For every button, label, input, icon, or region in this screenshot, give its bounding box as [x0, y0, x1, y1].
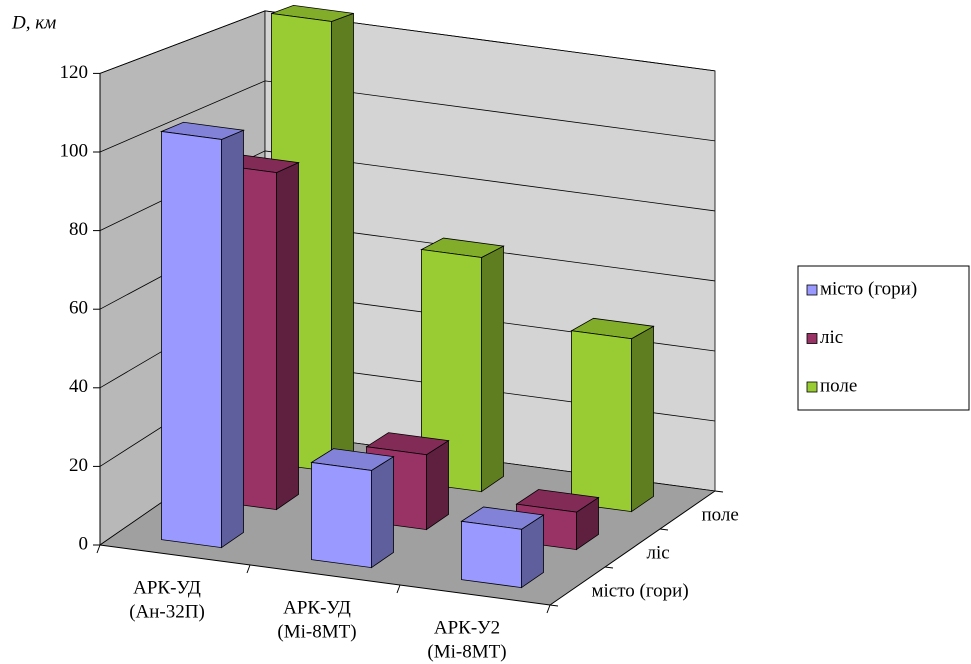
bar-front: [421, 249, 482, 493]
x-tick-label: (Ан-32П): [129, 601, 205, 622]
x-axis: [99, 544, 551, 606]
y-tick-label: 20: [69, 455, 88, 476]
x-tick-label: (Мі-8МТ): [427, 641, 506, 662]
bar: [570, 317, 655, 513]
bar-front: [161, 130, 222, 549]
bar-front: [311, 461, 372, 569]
x-tick-label: АРК-УД: [283, 597, 351, 618]
depth-tick: [714, 490, 724, 493]
depth-label: місто (гори): [592, 580, 689, 601]
grid-line: [99, 80, 716, 153]
bar: [271, 5, 354, 473]
depth-axis: [549, 490, 716, 606]
grid-line: [99, 150, 716, 231]
legend-label: ліс: [820, 327, 843, 348]
y-axis-label: D, км: [11, 12, 56, 33]
legend-swatch: [806, 333, 818, 344]
bar: [460, 506, 545, 589]
bar-side: [221, 129, 244, 549]
bar: [310, 448, 395, 569]
legend-swatch: [806, 381, 818, 393]
y-tick-label: 0: [79, 533, 89, 554]
x-tick: [246, 564, 251, 574]
depth-tick: [659, 528, 669, 531]
bar-side: [481, 245, 504, 493]
bar-front: [571, 330, 632, 513]
y-tick-label: 100: [60, 140, 89, 161]
bar: [420, 237, 505, 493]
depth-tick: [604, 566, 614, 569]
x-tick-label: АРК-У2: [434, 617, 500, 638]
bar-side: [331, 12, 354, 473]
y-tick-label: 120: [60, 62, 89, 83]
bar-side: [631, 325, 654, 513]
x-tick: [546, 604, 551, 614]
x-tick: [96, 544, 101, 554]
y-tick-label: 40: [69, 376, 88, 397]
legend-label: поле: [820, 375, 857, 396]
bar-side: [276, 161, 299, 511]
grid-line: [99, 10, 716, 74]
legend-swatch: [806, 284, 818, 296]
bar-side: [426, 439, 449, 531]
x-tick: [396, 584, 401, 594]
y-tick-label: 60: [69, 298, 88, 319]
legend-label: місто (гори): [820, 278, 917, 299]
depth-tick: [549, 604, 559, 607]
legend-box: [797, 265, 970, 411]
x-tick-label: АРК-УД: [133, 577, 201, 598]
bar: [159, 121, 246, 549]
depth-label: ліс: [647, 542, 670, 563]
bar-side: [371, 455, 394, 569]
depth-label: поле: [702, 504, 739, 525]
x-tick-label: (Мі-8МТ): [277, 621, 356, 642]
y-tick-label: 80: [69, 219, 88, 240]
bar-front: [461, 520, 522, 589]
